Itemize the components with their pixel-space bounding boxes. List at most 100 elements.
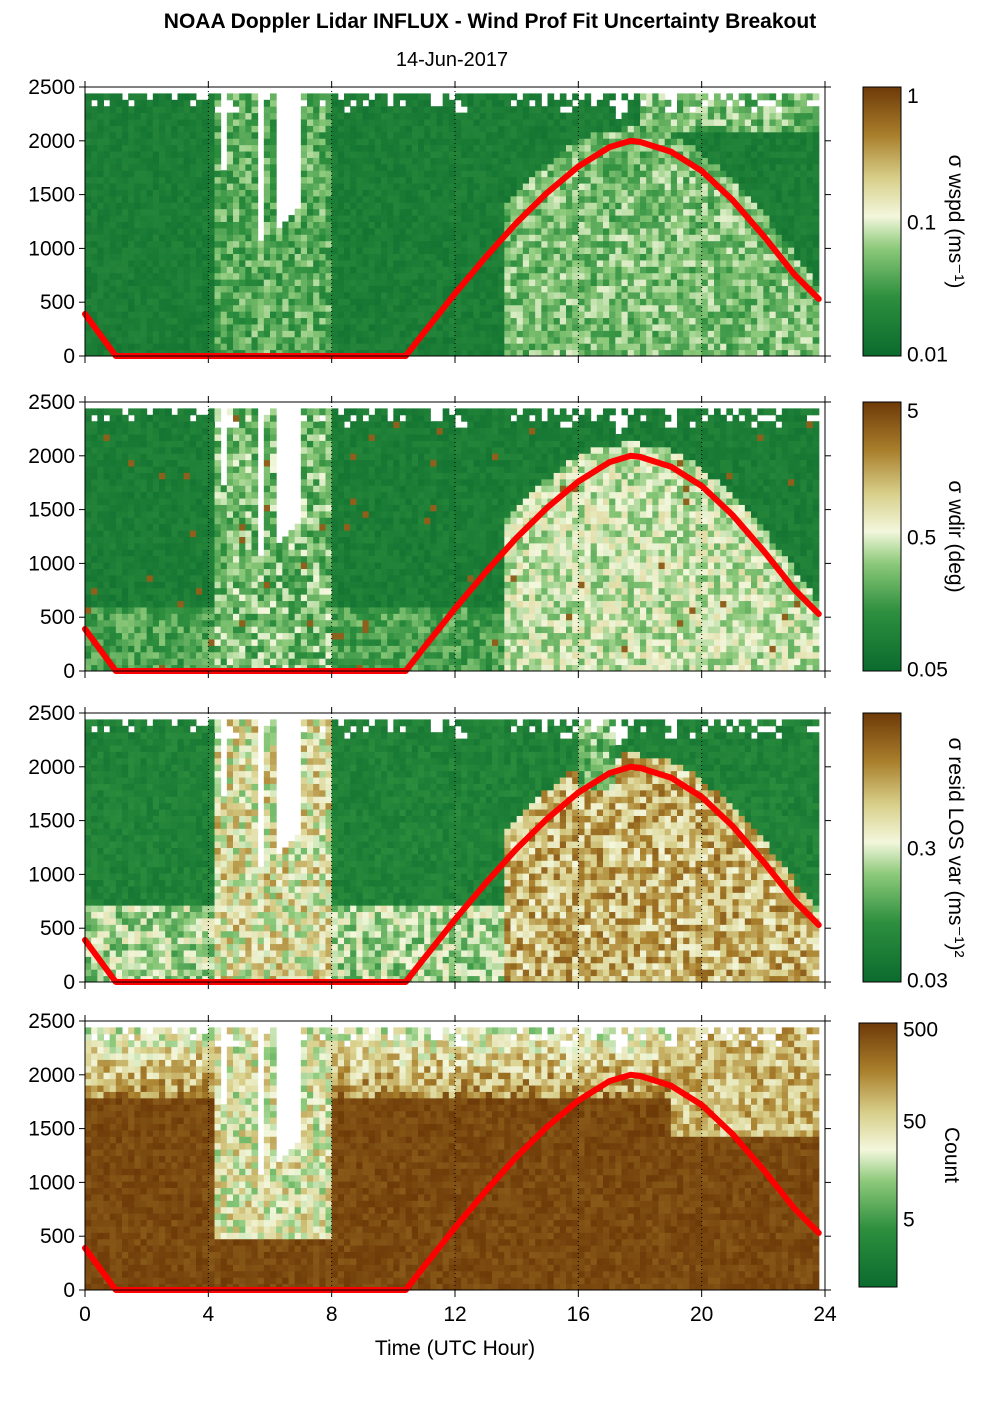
heatmap-cell (190, 215, 197, 222)
heatmap-cell (350, 279, 357, 286)
heatmap-cell (264, 305, 271, 312)
heatmap-cell (171, 113, 178, 120)
heatmap-cell (221, 266, 228, 273)
heatmap-cell (369, 119, 376, 126)
heatmap-cell (270, 343, 277, 350)
heatmap-cell (326, 343, 333, 350)
heatmap-cell (159, 157, 166, 164)
heatmap-cell (264, 286, 271, 293)
heatmap-cell (116, 247, 123, 254)
heatmap-cell (369, 343, 376, 350)
heatmap-cell (387, 113, 394, 120)
heatmap-cell (375, 266, 382, 273)
heatmap-cell (289, 343, 296, 350)
heatmap-cell (85, 157, 92, 164)
heatmap-cell (196, 189, 203, 196)
heatmap-cell (313, 311, 320, 318)
heatmap-cell (221, 337, 228, 344)
heatmap-cell (332, 234, 339, 241)
heatmap-cell (276, 311, 283, 318)
heatmap-cell (332, 202, 339, 209)
heatmap-cell (221, 330, 228, 337)
heatmap-cell (171, 222, 178, 229)
heatmap-cell (128, 273, 135, 280)
heatmap-cell (233, 228, 240, 235)
heatmap-cell (258, 279, 265, 286)
heatmap-cell (356, 209, 363, 216)
heatmap-cell (301, 254, 308, 261)
heatmap-cell (313, 177, 320, 184)
heatmap-cell (350, 196, 357, 203)
heatmap-cell (91, 138, 98, 145)
heatmap-cell (147, 337, 154, 344)
heatmap-cell (375, 106, 382, 113)
heatmap-cell (128, 151, 135, 158)
heatmap-cell (85, 177, 92, 184)
heatmap-cell (289, 318, 296, 325)
heatmap-cell (344, 318, 351, 325)
heatmap-cell (153, 209, 160, 216)
heatmap-cell (116, 100, 123, 107)
heatmap-cell (363, 177, 370, 184)
heatmap-cell (239, 228, 246, 235)
heatmap-cell (344, 222, 351, 229)
heatmap-cell (153, 279, 160, 286)
heatmap-cell (91, 234, 98, 241)
heatmap-cell (178, 100, 185, 107)
heatmap-cell (270, 113, 277, 120)
heatmap-cell (282, 305, 289, 312)
heatmap-cell (319, 145, 326, 152)
heatmap-cell (332, 215, 339, 222)
heatmap-cell (282, 266, 289, 273)
heatmap-cell (252, 125, 259, 132)
heatmap-cell (245, 330, 252, 337)
heatmap-cell (128, 266, 135, 273)
heatmap-cell (258, 260, 265, 267)
heatmap-cell (122, 311, 129, 318)
heatmap-cell (245, 260, 252, 267)
heatmap-cell (387, 343, 394, 350)
heatmap-cell (375, 93, 382, 100)
heatmap-cells (85, 93, 819, 356)
heatmap-cell (122, 330, 129, 337)
heatmap-cell (202, 145, 209, 152)
heatmap-cell (363, 292, 370, 299)
heatmap-cell (270, 189, 277, 196)
heatmap-cell (110, 311, 117, 318)
heatmap-cell (122, 254, 129, 261)
heatmap-cell (116, 324, 123, 331)
heatmap-cell (208, 305, 215, 312)
heatmap-cell (208, 337, 215, 344)
heatmap-cell (227, 254, 234, 261)
heatmap-cell (387, 196, 394, 203)
heatmap-cell (393, 247, 400, 254)
heatmap-cell (276, 286, 283, 293)
heatmap-cell (350, 343, 357, 350)
heatmap-cell (85, 330, 92, 337)
heatmap-cell (227, 151, 234, 158)
heatmap-cell (128, 234, 135, 241)
heatmap-cell (147, 151, 154, 158)
heatmap-cell (375, 318, 382, 325)
heatmap-cell (344, 311, 351, 318)
heatmap-cell (153, 119, 160, 126)
heatmap-cell (369, 311, 376, 318)
heatmap-cell (208, 228, 215, 235)
heatmap-cell (178, 157, 185, 164)
heatmap-cell (165, 266, 172, 273)
heatmap-cell (178, 93, 185, 100)
heatmap-cell (375, 330, 382, 337)
heatmap-cell (313, 170, 320, 177)
heatmap-cell (301, 125, 308, 132)
heatmap-cell (369, 247, 376, 254)
heatmap-cell (356, 106, 363, 113)
heatmap-cell (252, 209, 259, 216)
heatmap-cell (233, 132, 240, 139)
heatmap-cell (289, 241, 296, 248)
heatmap-cell (307, 113, 314, 120)
heatmap-cell (165, 298, 172, 305)
heatmap-cell (110, 298, 117, 305)
heatmap-cell (196, 273, 203, 280)
heatmap-cell (381, 183, 388, 190)
heatmap-cell (91, 343, 98, 350)
